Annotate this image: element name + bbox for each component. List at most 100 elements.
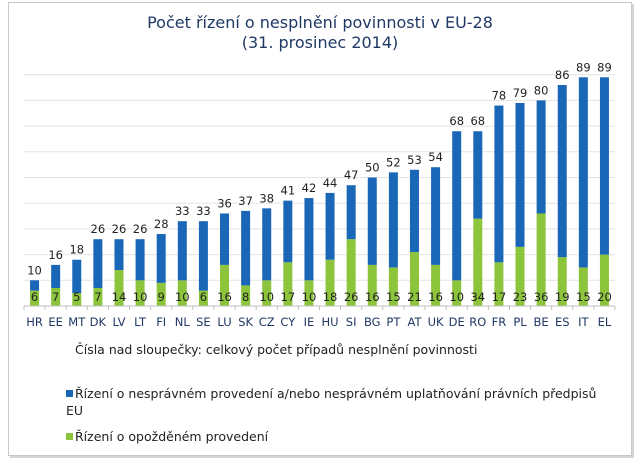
bar-incorrect-transposition	[283, 200, 293, 263]
total-value-label: 79	[513, 86, 528, 100]
bar-incorrect-transposition	[346, 185, 356, 240]
x-tick-label: EL	[598, 315, 612, 329]
bar-late-transposition	[452, 280, 462, 306]
x-tick-label: RO	[469, 315, 486, 329]
x-tick-label: CY	[280, 315, 296, 329]
bar-incorrect-transposition	[325, 192, 335, 260]
bar-late-transposition	[72, 293, 82, 306]
x-tick-label: SI	[346, 315, 357, 329]
bar-late-transposition	[388, 267, 398, 306]
bar-incorrect-transposition	[220, 213, 230, 265]
x-tick-label: HR	[26, 315, 43, 329]
chart-note: Čísla nad sloupečky: celkový počet přípa…	[75, 342, 478, 357]
bar-incorrect-transposition	[262, 208, 272, 281]
bar-late-transposition	[156, 282, 166, 306]
bar-incorrect-transposition	[473, 131, 483, 219]
x-tick-label: BG	[364, 315, 381, 329]
bar-incorrect-transposition	[51, 264, 61, 289]
legend-label: Řízení o opožděném provedení	[75, 429, 269, 444]
bar-incorrect-transposition	[135, 239, 145, 281]
total-value-label: 33	[175, 204, 190, 218]
green-value-label: 7	[94, 290, 101, 304]
x-tick-label: AT	[407, 315, 422, 329]
bar-late-transposition	[409, 252, 419, 306]
green-value-label: 16	[217, 290, 232, 304]
x-tick-label: LT	[134, 315, 147, 329]
total-value-label: 47	[344, 168, 359, 182]
x-tick-label: HU	[322, 315, 339, 329]
x-tick-label: LU	[217, 315, 231, 329]
x-tick-label: SK	[238, 315, 253, 329]
x-tick-label: CZ	[259, 315, 275, 329]
bar-incorrect-transposition	[515, 102, 525, 247]
legend-item-incorrect-transposition: Řízení o nesprávném provedení a/nebo nes…	[66, 385, 606, 419]
green-value-label: 18	[323, 290, 338, 304]
bar-incorrect-transposition	[388, 172, 398, 268]
x-tick-label: EE	[48, 315, 63, 329]
bar-incorrect-transposition	[30, 280, 40, 291]
total-value-label: 68	[449, 114, 464, 128]
total-value-label: 54	[428, 150, 443, 164]
green-value-label: 10	[302, 290, 317, 304]
total-value-label: 89	[576, 60, 591, 74]
x-tick-label: PL	[513, 315, 527, 329]
total-value-label: 42	[302, 181, 317, 195]
green-value-label: 6	[31, 290, 38, 304]
green-value-label: 10	[175, 290, 190, 304]
bar-incorrect-transposition	[114, 239, 124, 271]
total-value-label: 26	[112, 222, 127, 236]
bar-incorrect-transposition	[72, 259, 82, 294]
total-value-label: 10	[27, 263, 42, 277]
total-value-label: 80	[534, 83, 549, 97]
legend-swatch-green	[66, 433, 73, 440]
green-value-label: 10	[133, 290, 148, 304]
bar-late-transposition	[114, 270, 124, 306]
bar-late-transposition	[515, 246, 525, 306]
total-value-label: 37	[238, 194, 253, 208]
x-axis: HR EE MT DK LV LT FI NL SE LU SK CZ CY IE HU SI BG PT AT UK…	[23, 305, 616, 329]
total-value-label: 26	[91, 222, 106, 236]
total-value-label: 38	[259, 191, 274, 205]
bar-late-transposition	[346, 239, 356, 306]
bar-incorrect-transposition	[304, 198, 314, 281]
green-value-label: 5	[73, 290, 80, 304]
green-value-label: 20	[597, 290, 612, 304]
bar-late-transposition	[135, 280, 145, 306]
x-tick-label: FR	[492, 315, 507, 329]
bar-late-transposition	[283, 262, 293, 306]
green-value-label: 15	[576, 290, 591, 304]
x-tick-label: DE	[449, 315, 465, 329]
chart-title-line1: Počet řízení o nesplnění povinnosti v EU…	[147, 13, 493, 32]
chart-title: Počet řízení o nesplnění povinnosti v EU…	[0, 13, 640, 53]
total-value-label: 33	[196, 204, 211, 218]
green-value-label: 10	[449, 290, 464, 304]
bar-late-transposition	[241, 285, 251, 306]
bar-late-transposition	[325, 259, 335, 306]
bar-late-transposition	[578, 267, 588, 306]
total-value-label: 78	[492, 89, 507, 103]
total-value-label: 53	[407, 153, 422, 167]
green-value-label: 14	[112, 290, 127, 304]
bar-incorrect-transposition	[494, 105, 504, 263]
bar-late-transposition	[262, 280, 272, 306]
bar-incorrect-transposition	[177, 221, 187, 281]
bar-late-transposition	[93, 288, 103, 306]
green-value-label: 6	[200, 290, 207, 304]
bar-incorrect-transposition	[599, 77, 609, 255]
x-tick-label: UK	[428, 315, 444, 329]
bar-late-transposition	[304, 280, 314, 306]
x-tick-label: BE	[534, 315, 549, 329]
x-tick-label: PT	[386, 315, 401, 329]
total-value-label: 86	[555, 68, 570, 82]
bar-incorrect-transposition	[198, 221, 208, 291]
bar-incorrect-transposition	[557, 84, 567, 258]
bar-incorrect-transposition	[536, 100, 546, 214]
green-value-label: 34	[470, 290, 485, 304]
green-value-label: 7	[52, 290, 59, 304]
green-value-label: 19	[555, 290, 570, 304]
x-tick-label: SE	[196, 315, 211, 329]
total-value-label: 50	[365, 161, 380, 175]
green-value-label: 36	[534, 290, 549, 304]
total-value-label: 18	[69, 243, 84, 257]
bar-late-transposition	[473, 218, 483, 306]
